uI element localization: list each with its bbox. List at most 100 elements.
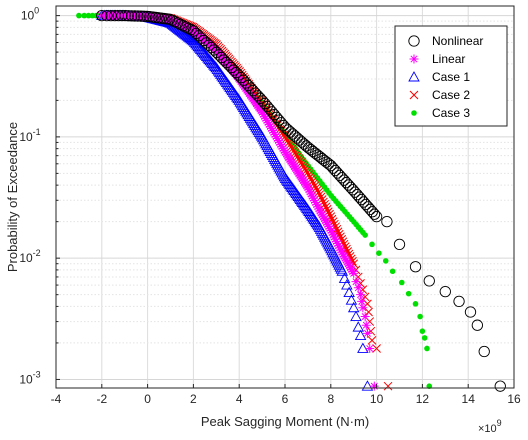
data-point <box>293 152 302 162</box>
data-point <box>101 9 113 22</box>
y-tick-base: 10 <box>21 9 35 23</box>
legend: Nonlinear Linear Case 1 Case 2 Case 3 <box>394 25 508 127</box>
data-point <box>439 285 451 298</box>
data-point <box>364 307 373 317</box>
data-point <box>423 275 435 287</box>
data-point <box>353 283 363 293</box>
x-tick-label: 10 <box>370 392 384 406</box>
data-point <box>350 310 362 322</box>
data-point <box>261 113 271 123</box>
legend-marker <box>409 54 419 64</box>
data-point <box>325 223 335 233</box>
legend-marker <box>408 35 420 47</box>
data-point <box>376 250 382 256</box>
x-tick-label: 2 <box>190 392 197 406</box>
data-point <box>312 185 322 195</box>
data-point <box>293 134 306 146</box>
data-point <box>138 10 150 22</box>
data-point <box>331 236 341 246</box>
data-point <box>257 107 267 117</box>
data-point <box>85 12 92 19</box>
data-point <box>464 306 477 318</box>
data-point <box>320 156 333 168</box>
data-point <box>382 258 389 264</box>
data-point <box>328 230 338 240</box>
data-point <box>368 208 381 220</box>
data-point <box>288 144 297 154</box>
x-tick-label: 0 <box>144 392 151 406</box>
data-point <box>348 266 358 276</box>
data-point <box>303 183 313 193</box>
data-point <box>361 320 371 330</box>
data-point <box>182 22 195 34</box>
data-point <box>300 164 310 174</box>
data-point <box>326 225 336 235</box>
y-axis-title: Probability of Exceedance <box>5 122 20 272</box>
data-point <box>270 129 280 139</box>
data-point <box>358 303 368 313</box>
data-point <box>296 136 308 148</box>
data-point <box>81 12 88 19</box>
data-point <box>337 247 347 257</box>
data-point <box>280 122 292 134</box>
legend-marker <box>408 71 420 82</box>
data-point <box>314 204 324 214</box>
data-point <box>299 162 309 172</box>
data-point <box>342 257 352 267</box>
x-exponent-power: 9 <box>497 418 502 428</box>
data-point <box>291 132 303 144</box>
y-tick-power: -1 <box>33 127 41 137</box>
data-point <box>323 158 335 170</box>
y-tick-base: 10 <box>19 251 33 265</box>
x-exponent-base: ×10 <box>478 423 497 435</box>
data-point <box>393 238 406 250</box>
legend-label: Linear <box>432 52 465 66</box>
data-point <box>354 329 367 341</box>
data-point <box>339 251 349 261</box>
data-point <box>278 143 288 153</box>
data-point <box>345 294 358 305</box>
data-point <box>356 290 366 300</box>
data-point <box>340 242 350 251</box>
x-tick-label: 12 <box>416 392 430 406</box>
data-point <box>291 150 301 160</box>
data-point <box>332 224 342 234</box>
data-point <box>389 268 396 275</box>
data-point <box>339 239 349 249</box>
data-point <box>290 148 300 158</box>
data-point <box>335 243 345 253</box>
data-point <box>273 135 283 145</box>
y-tick-label: 10-2 <box>19 248 40 265</box>
data-point <box>276 139 286 149</box>
data-point <box>398 279 405 286</box>
x-tick-label: 8 <box>327 392 334 406</box>
data-point <box>471 319 484 331</box>
y-tick-power: -2 <box>33 248 41 258</box>
data-point <box>340 253 350 263</box>
legend-label: Case 3 <box>432 106 470 120</box>
data-point <box>352 321 365 332</box>
data-point <box>269 127 279 137</box>
y-tick-base: 10 <box>19 372 33 386</box>
data-point <box>260 111 270 121</box>
data-point <box>287 128 299 140</box>
y-tick-label: 100 <box>21 6 39 23</box>
data-point <box>315 206 325 216</box>
data-point <box>305 187 315 197</box>
data-point <box>298 138 310 150</box>
data-point <box>284 126 297 138</box>
legend-marker <box>409 90 419 100</box>
data-point <box>135 10 147 22</box>
data-point <box>132 10 144 22</box>
data-point <box>311 183 321 193</box>
data-point <box>316 208 326 218</box>
data-point <box>326 212 336 221</box>
data-point <box>289 146 299 156</box>
data-point <box>258 109 268 119</box>
data-point <box>268 125 278 135</box>
data-point <box>369 241 375 248</box>
data-series <box>76 9 506 392</box>
legend-box <box>394 25 508 127</box>
x-tick-label: 16 <box>507 392 521 406</box>
